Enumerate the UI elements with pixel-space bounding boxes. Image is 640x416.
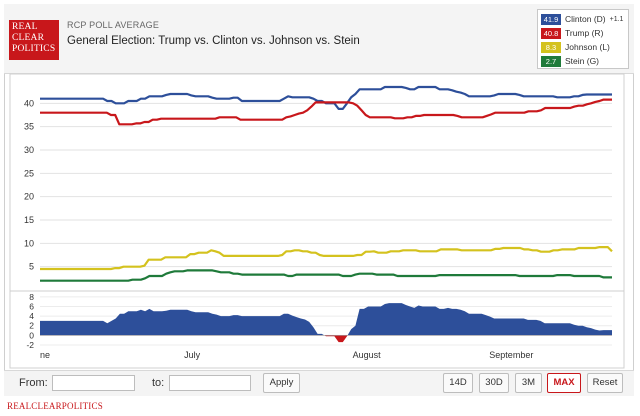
main-y-tick-label: 20 bbox=[24, 192, 34, 202]
to-label: to: bbox=[152, 377, 165, 389]
range-3m-button[interactable]: 3M bbox=[515, 373, 542, 393]
logo-line-2: CLEAR bbox=[12, 33, 45, 43]
spread-y-tick-label: 4 bbox=[29, 311, 34, 321]
header-bar bbox=[4, 4, 634, 74]
from-date-input[interactable] bbox=[52, 375, 135, 391]
series-line-trump bbox=[40, 98, 612, 126]
footer-brand: REALCLEARPOLITICS bbox=[7, 401, 103, 411]
main-y-tick-label: 25 bbox=[24, 168, 34, 178]
series-line-johnson bbox=[40, 246, 613, 271]
apply-button[interactable]: Apply bbox=[263, 373, 300, 393]
spread-y-tick-label: 8 bbox=[29, 292, 34, 302]
x-axis-label: September bbox=[489, 350, 533, 360]
main-y-tick-label: 10 bbox=[24, 238, 34, 248]
chart-title: General Election: Trump vs. Clinton vs. … bbox=[67, 35, 360, 47]
spread-y-tick-label: -2 bbox=[26, 340, 34, 350]
spread-area-clinton bbox=[40, 303, 612, 336]
main-y-tick-label: 15 bbox=[24, 215, 34, 225]
from-label: From: bbox=[19, 377, 48, 389]
legend-spread: +1.1 bbox=[609, 15, 624, 23]
legend-item-clinton[interactable]: 41.9 Clinton (D) +1.1 bbox=[541, 13, 623, 25]
legend-item-trump[interactable]: 40.8 Trump (R) bbox=[541, 27, 603, 39]
legend-value-clinton: 41.9 bbox=[541, 13, 561, 25]
main-y-tick-label: 35 bbox=[24, 122, 34, 132]
legend-value-stein: 2.7 bbox=[541, 55, 561, 67]
rcp-logo[interactable]: REAL CLEAR POLITICS bbox=[9, 20, 59, 60]
x-axis-label: ne bbox=[40, 350, 50, 360]
logo-line-1: REAL bbox=[12, 22, 38, 32]
main-y-tick-label: 40 bbox=[24, 98, 34, 108]
spread-y-tick-label: 0 bbox=[29, 330, 34, 340]
reset-button[interactable]: Reset bbox=[587, 373, 623, 393]
legend-item-johnson[interactable]: 8.3 Johnson (L) bbox=[541, 41, 610, 53]
legend-name-trump: Trump (R) bbox=[565, 28, 604, 38]
x-axis-label: July bbox=[184, 350, 201, 360]
main-y-tick-label: 30 bbox=[24, 145, 34, 155]
legend-name-stein: Stein (G) bbox=[565, 56, 600, 66]
spread-y-tick-label: 2 bbox=[29, 321, 34, 331]
range-30d-button[interactable]: 30D bbox=[479, 373, 509, 393]
to-date-input[interactable] bbox=[169, 375, 251, 391]
main-y-tick-label: 5 bbox=[29, 262, 34, 272]
legend: 41.9 Clinton (D) +1.1 40.8 Trump (R) 8.3… bbox=[537, 9, 629, 69]
legend-value-johnson: 8.3 bbox=[541, 41, 561, 53]
legend-name-johnson: Johnson (L) bbox=[565, 42, 610, 52]
series-line-stein bbox=[40, 269, 612, 282]
range-14d-button[interactable]: 14D bbox=[443, 373, 473, 393]
legend-item-stein[interactable]: 2.7 Stein (G) bbox=[541, 55, 599, 67]
x-axis-label: August bbox=[353, 350, 382, 360]
logo-line-3: POLITICS bbox=[12, 44, 56, 54]
legend-value-trump: 40.8 bbox=[541, 27, 561, 39]
range-max-button[interactable]: MAX bbox=[547, 373, 581, 393]
legend-name-clinton: Clinton (D) bbox=[565, 14, 606, 24]
spread-y-tick-label: 6 bbox=[29, 301, 34, 311]
chart-kicker: RCP POLL AVERAGE bbox=[67, 20, 160, 30]
